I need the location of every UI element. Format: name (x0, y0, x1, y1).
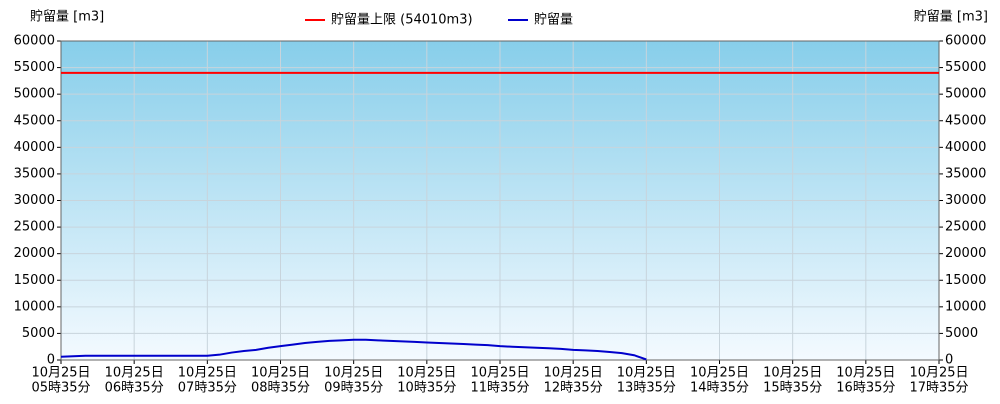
x-tick-label: 10月25日 (397, 366, 456, 381)
y2-tick-label: 45000 (945, 113, 986, 128)
x-tick-label: 08時35分 (251, 381, 310, 396)
y2-tick-label: 25000 (945, 220, 986, 235)
x-tick-label: 05時35分 (31, 381, 90, 396)
y-tick-label: 15000 (14, 273, 55, 288)
y-tick-label: 50000 (14, 87, 55, 102)
x-tick-label: 10時35分 (397, 381, 456, 396)
x-tick-label: 10月25日 (178, 366, 237, 381)
x-tick-label: 10月25日 (763, 366, 822, 381)
y2-tick-label: 55000 (945, 60, 986, 75)
x-tick-label: 13時35分 (617, 381, 676, 396)
y2-tick-label: 0 (945, 353, 953, 368)
y2-axis-title: 貯留量 [m3] (914, 10, 988, 25)
y2-tick-label: 50000 (945, 87, 986, 102)
x-tick-label: 10月25日 (617, 366, 676, 381)
y-tick-label: 45000 (14, 113, 55, 128)
y-tick-label: 5000 (22, 326, 55, 341)
x-tick-label: 07時35分 (178, 381, 237, 396)
x-tick-label: 12時35分 (544, 381, 603, 396)
x-tick-label: 09時35分 (324, 381, 383, 396)
y2-tick-label: 5000 (945, 326, 978, 341)
y-tick-label: 0 (47, 353, 55, 368)
y-tick-label: 10000 (14, 299, 55, 314)
y2-tick-label: 20000 (945, 246, 986, 261)
y2-tick-label: 30000 (945, 193, 986, 208)
legend-label: 貯留量 (534, 13, 573, 28)
x-tick-label: 11時35分 (470, 381, 529, 396)
x-tick-label: 10月25日 (544, 366, 603, 381)
y2-tick-label: 40000 (945, 140, 986, 155)
x-tick-label: 10月25日 (324, 366, 383, 381)
y2-tick-label: 60000 (945, 34, 986, 49)
y-tick-label: 30000 (14, 193, 55, 208)
y2-tick-label: 15000 (945, 273, 986, 288)
x-tick-label: 10月25日 (690, 366, 749, 381)
x-tick-label: 16時35分 (836, 381, 895, 396)
x-tick-label: 17時35分 (909, 381, 968, 396)
y2-tick-label: 35000 (945, 166, 986, 181)
x-tick-label: 10月25日 (836, 366, 895, 381)
x-tick-label: 10月25日 (251, 366, 310, 381)
y-tick-label: 55000 (14, 60, 55, 75)
plot-border (60, 40, 940, 361)
y-axis-title: 貯留量 [m3] (30, 10, 104, 25)
x-tick-label: 14時35分 (690, 381, 749, 396)
y-tick-label: 35000 (14, 166, 55, 181)
x-tick-label: 10月25日 (31, 366, 90, 381)
y-tick-label: 20000 (14, 246, 55, 261)
x-tick-label: 15時35分 (763, 381, 822, 396)
y-tick-label: 40000 (14, 140, 55, 155)
y-tick-label: 25000 (14, 220, 55, 235)
y2-tick-label: 10000 (945, 299, 986, 314)
x-tick-label: 06時35分 (105, 381, 164, 396)
x-tick-label: 10月25日 (105, 366, 164, 381)
series-line (60, 338, 647, 361)
x-tick-label: 10月25日 (909, 366, 968, 381)
legend-label: 貯留量上限 (54010m3) (331, 13, 473, 28)
x-tick-label: 10月25日 (470, 366, 529, 381)
y-tick-label: 60000 (14, 34, 55, 49)
